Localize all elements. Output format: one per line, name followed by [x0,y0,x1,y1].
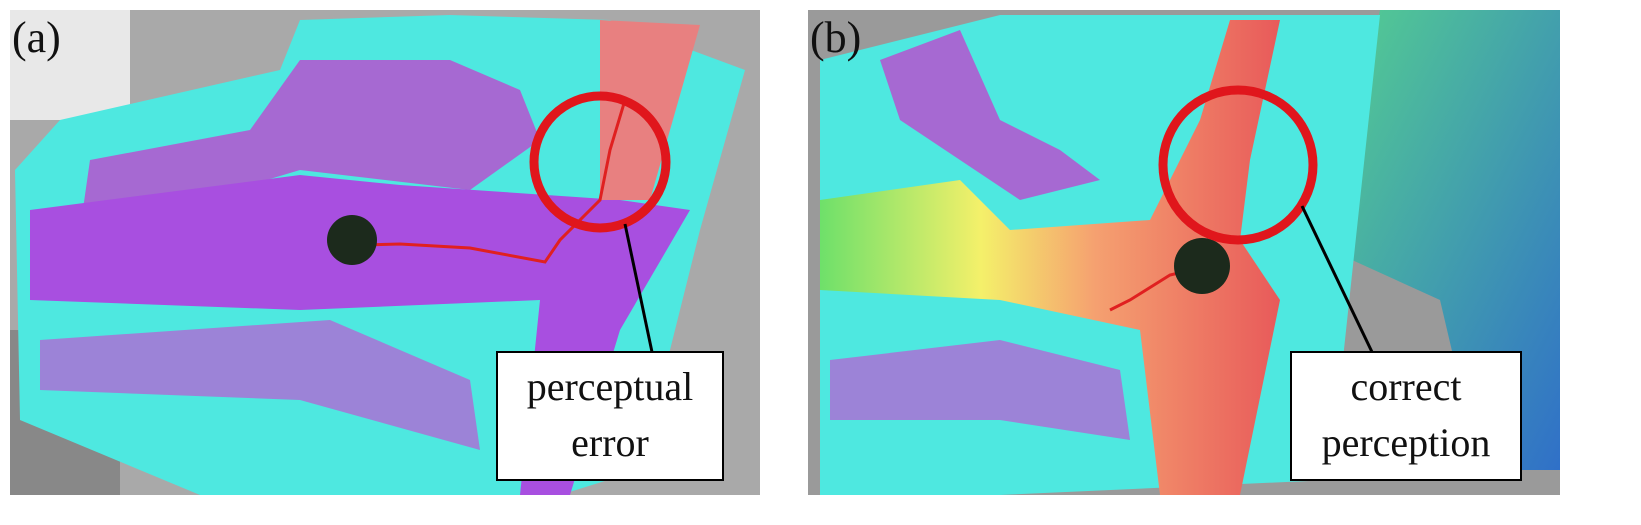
annotation-text: perceptual [527,364,694,409]
callout-line [623,223,654,353]
highlight-circle [529,91,671,233]
panel-b: (b) correct perception [808,10,1560,495]
annotation-box [496,351,724,481]
annotation-box [1290,351,1522,481]
highlight-circle [1158,85,1318,245]
obstacle-cells [80,60,540,230]
corridor-top [600,20,700,200]
robot-path [359,99,627,264]
corridor [30,175,690,495]
annotation-text: perception [1322,420,1491,465]
panel-label: (a) [12,13,61,62]
annotation-text: error [571,420,649,465]
obstacle-cells [880,30,1100,200]
free-area [10,10,130,120]
obstacle-cells [40,320,480,450]
annotation-text: correct [1350,364,1461,409]
panel-a: (a) perceptual error [10,10,760,495]
callout-line [1300,205,1374,353]
obstacle-cells [830,340,1130,440]
panel-label: (b) [810,13,861,62]
free-space-gradient [820,20,1280,495]
robot [327,215,377,265]
robot [1174,238,1230,294]
